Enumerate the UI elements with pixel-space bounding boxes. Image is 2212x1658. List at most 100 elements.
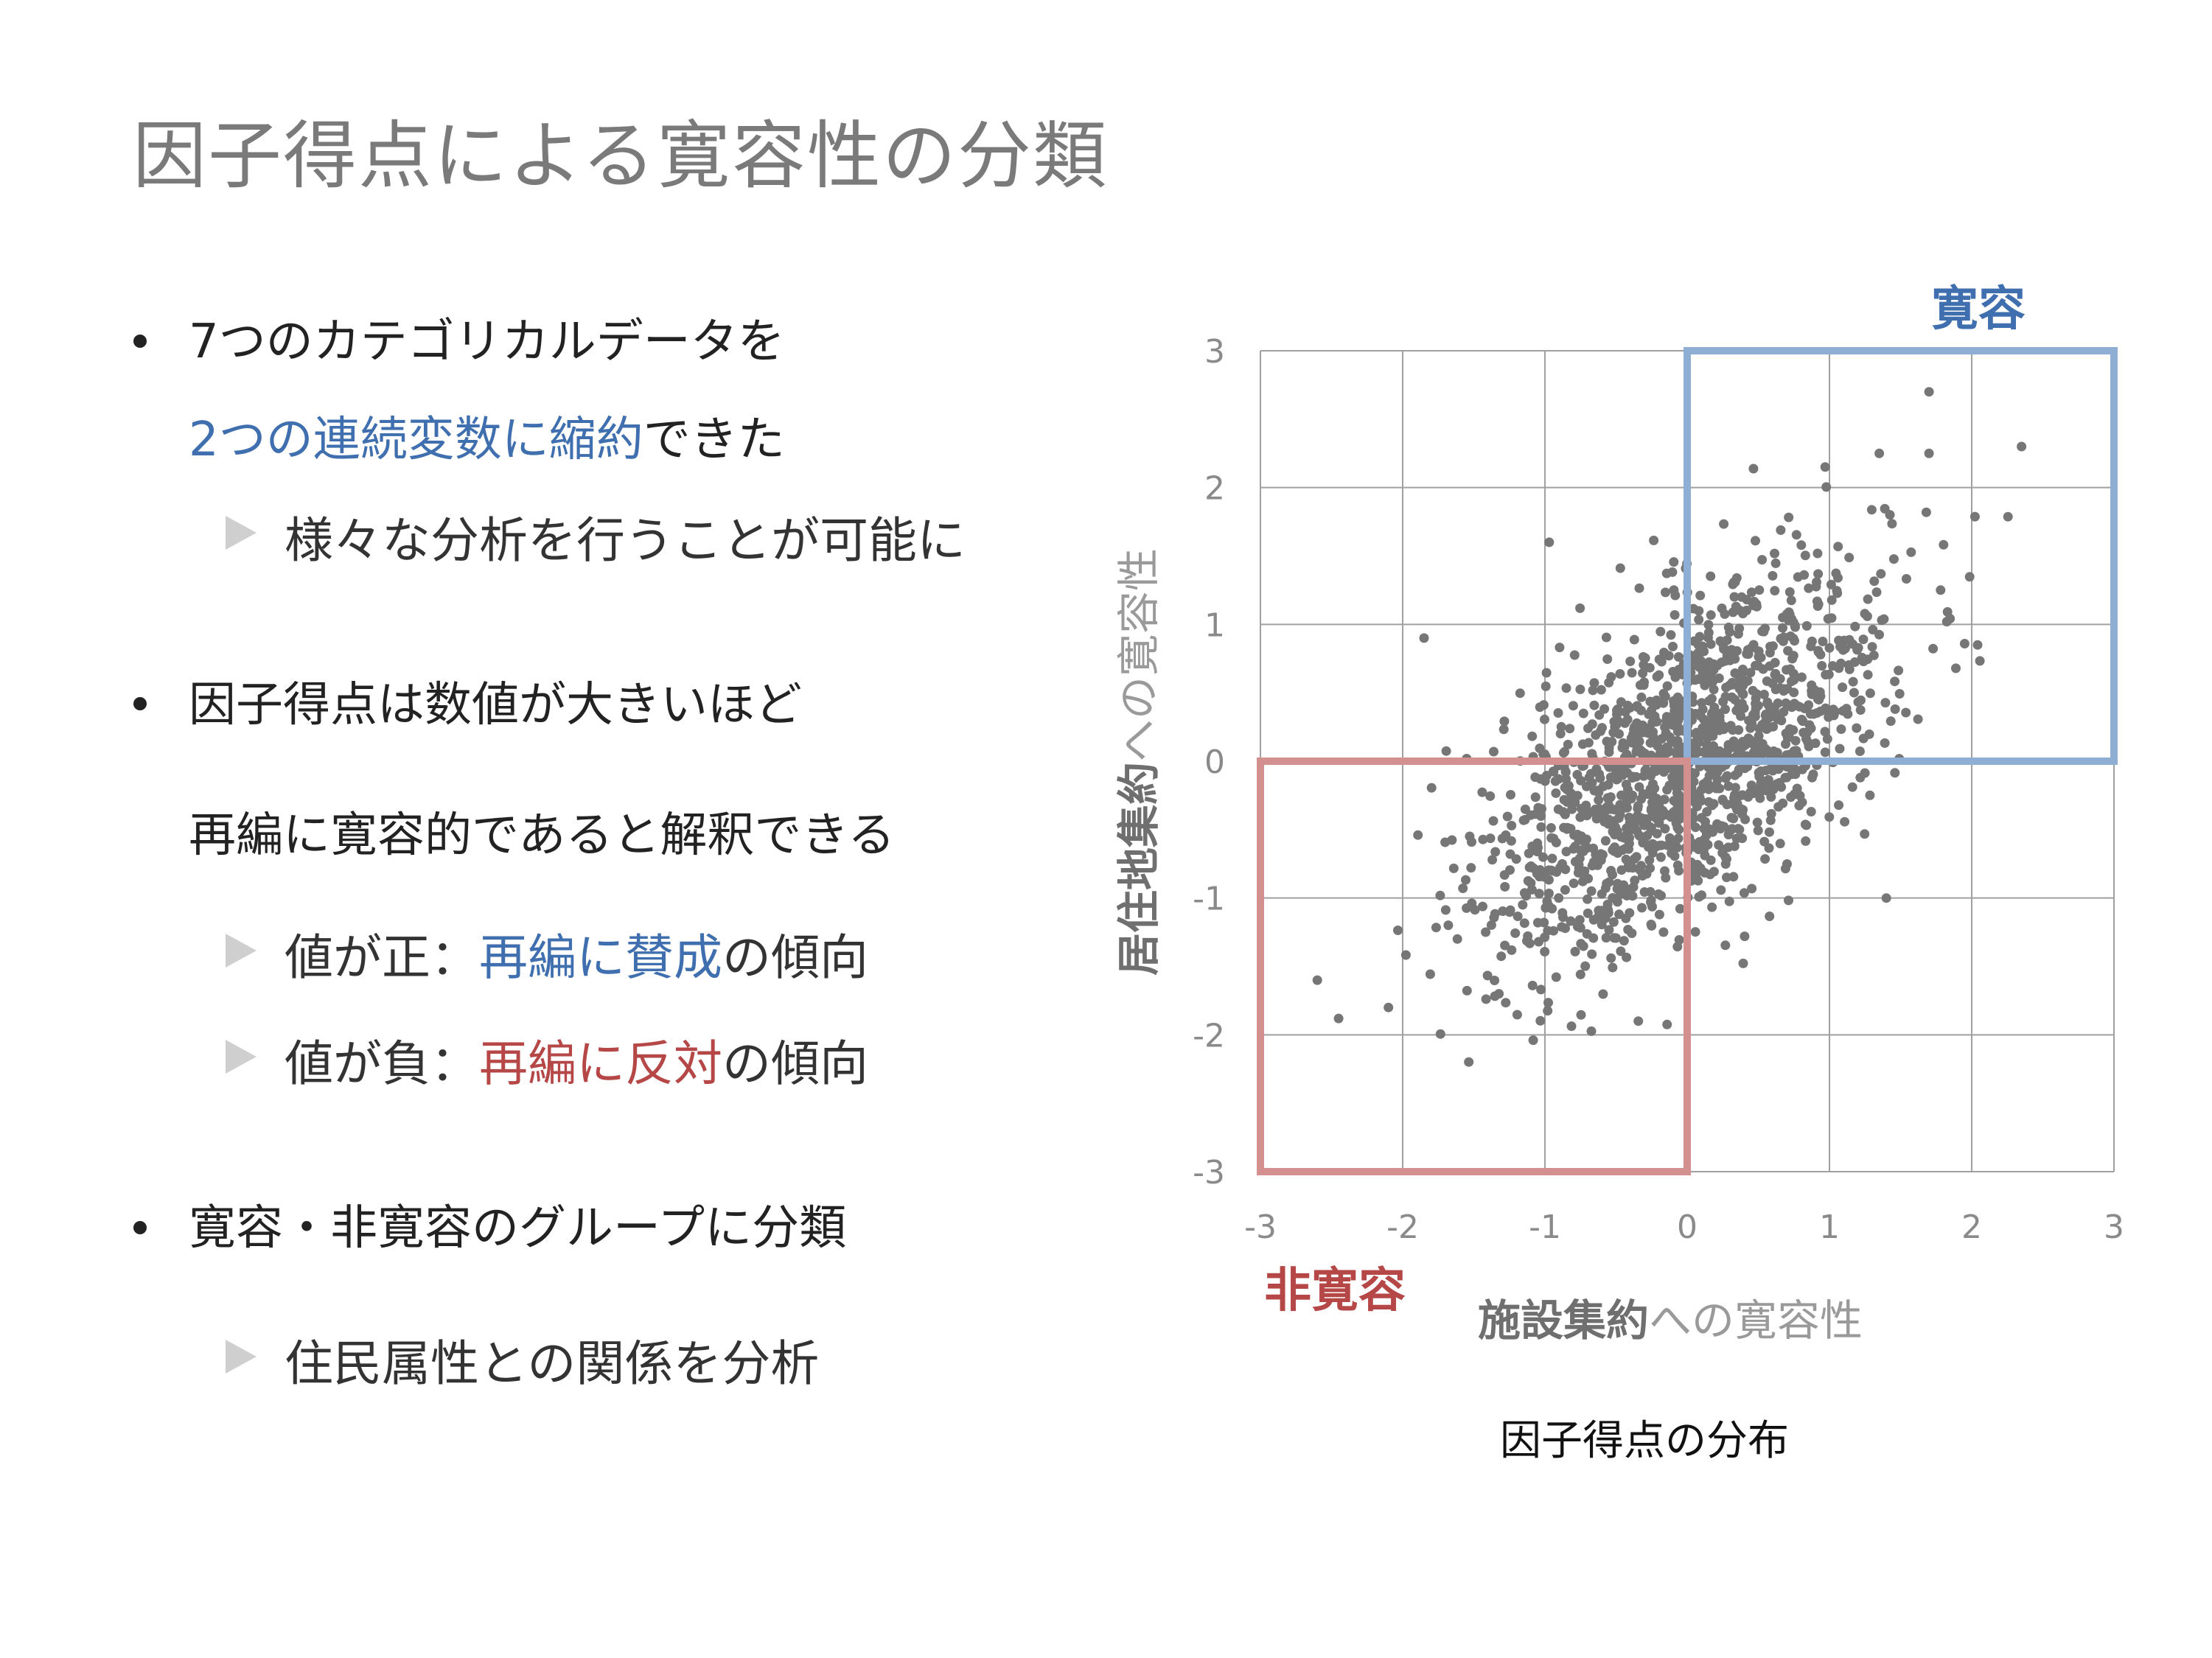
data-point <box>1393 926 1403 935</box>
data-point <box>1632 825 1642 836</box>
data-point <box>1812 694 1823 704</box>
data-point <box>1650 711 1660 721</box>
data-point <box>1560 746 1570 757</box>
data-point <box>1575 969 1585 979</box>
data-point <box>1796 540 1807 550</box>
data-point <box>1629 634 1639 645</box>
data-point <box>1538 700 1549 710</box>
data-point <box>1829 710 1839 721</box>
data-point <box>1706 571 1716 581</box>
data-point <box>1801 836 1811 846</box>
data-point <box>1616 832 1626 842</box>
data-point <box>1748 685 1758 696</box>
data-point <box>1901 707 1911 718</box>
data-point <box>1518 900 1528 910</box>
data-point <box>1662 785 1672 795</box>
data-point <box>1519 918 1529 928</box>
y-title-rest: への寛容性 <box>1114 548 1164 762</box>
data-point <box>1639 677 1649 688</box>
data-point <box>1530 792 1541 802</box>
data-point <box>1464 1057 1474 1067</box>
x-tick-label: -1 <box>1529 1208 1561 1246</box>
data-point <box>1623 785 1633 795</box>
data-point <box>1611 822 1621 833</box>
data-point <box>1551 837 1561 847</box>
data-point <box>1655 852 1666 862</box>
data-point <box>1709 659 1719 669</box>
data-point <box>1486 920 1496 930</box>
data-point <box>1706 855 1716 865</box>
data-point <box>1913 714 1923 724</box>
data-point <box>1435 1029 1445 1039</box>
data-point <box>1589 700 1599 710</box>
data-point <box>1546 823 1556 833</box>
data-point <box>2003 511 2013 522</box>
data-point <box>1575 603 1585 613</box>
data-point <box>1745 668 1756 678</box>
data-point <box>1636 692 1647 702</box>
data-point <box>1569 650 1580 660</box>
data-point <box>1880 503 1890 514</box>
data-point <box>1752 817 1762 828</box>
data-point <box>1613 848 1623 858</box>
data-point <box>1821 482 1832 492</box>
data-point <box>1690 768 1700 778</box>
data-point <box>1637 871 1647 881</box>
data-point <box>1557 922 1567 932</box>
data-point <box>1575 685 1585 694</box>
data-point <box>1888 554 1899 564</box>
data-point <box>1868 625 1878 634</box>
data-point <box>1726 825 1736 836</box>
data-point <box>1808 769 1818 780</box>
data-point <box>1714 673 1724 683</box>
bullet-2-line-1: 因子得点は数値が大きいほど <box>189 678 802 732</box>
data-point <box>1852 723 1862 733</box>
data-point <box>1576 939 1586 949</box>
data-point <box>1768 784 1779 794</box>
data-point <box>1462 985 1472 996</box>
triangle-icon <box>226 1340 257 1374</box>
data-point <box>1836 724 1846 734</box>
data-point <box>1596 849 1606 859</box>
data-point <box>1813 599 1824 609</box>
data-point <box>1720 773 1731 783</box>
data-point <box>1447 835 1457 845</box>
data-point <box>1613 813 1624 823</box>
data-point <box>1754 724 1765 734</box>
data-point <box>1661 728 1671 738</box>
data-point <box>1936 585 1946 595</box>
data-point <box>1921 507 1931 517</box>
y-tick-label: 0 <box>1204 744 1225 781</box>
data-point <box>1720 852 1731 862</box>
x-tick-label: 3 <box>2104 1208 2124 1246</box>
data-point <box>1504 907 1515 917</box>
data-point <box>1547 866 1557 876</box>
data-point <box>1461 875 1470 885</box>
data-point <box>1591 764 1602 774</box>
data-point <box>1543 875 1554 885</box>
data-point <box>1641 765 1651 775</box>
data-point <box>1675 903 1685 914</box>
data-point <box>1781 698 1791 708</box>
data-point <box>1551 972 1561 982</box>
data-point <box>1651 700 1661 710</box>
data-point <box>1661 587 1670 598</box>
data-point <box>1384 1002 1394 1012</box>
bullet-1-line-1: 7つのカテゴリカルデータを <box>189 315 785 369</box>
data-point <box>1662 840 1672 850</box>
data-point <box>1560 767 1571 777</box>
data-point <box>1535 865 1545 875</box>
data-point <box>1647 901 1657 912</box>
data-point <box>1543 1006 1553 1016</box>
sub-suffix: の傾向 <box>722 929 868 986</box>
data-point <box>1822 734 1832 744</box>
data-point <box>1627 668 1637 678</box>
data-point <box>1827 661 1838 671</box>
data-point <box>1557 858 1567 869</box>
data-point <box>1656 657 1667 667</box>
data-point <box>1779 707 1789 717</box>
data-point <box>1413 830 1423 840</box>
data-point <box>1818 637 1828 646</box>
data-point <box>1578 708 1588 718</box>
data-point <box>1924 387 1934 397</box>
